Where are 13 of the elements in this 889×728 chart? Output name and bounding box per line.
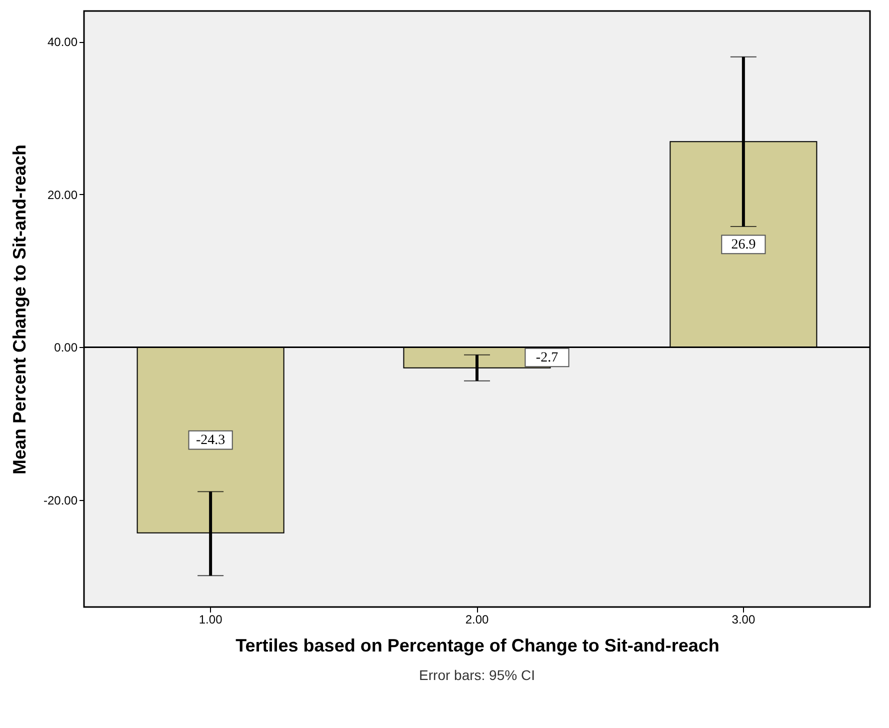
x-axis-title: Tertiles based on Percentage of Change to Sit-and-reach	[236, 636, 720, 656]
y-tick-label: 20.00	[47, 188, 78, 202]
y-tick-label: -20.00	[43, 494, 78, 508]
x-tick-label: 2.00	[465, 612, 489, 626]
x-tick-label: 1.00	[198, 612, 223, 626]
data-label: -24.3	[196, 433, 226, 448]
y-tick-label: 0.00	[54, 340, 78, 355]
y-tick-label: 40.00	[47, 35, 78, 50]
text: Error bars: 95% CI	[419, 667, 535, 683]
y-axis-title: Mean Percent Change to Sit-and-reach	[9, 144, 30, 475]
data-label: -2.7	[536, 350, 558, 366]
data-label: 26.9	[731, 237, 756, 252]
x-tick-label: 3.00	[732, 612, 756, 626]
